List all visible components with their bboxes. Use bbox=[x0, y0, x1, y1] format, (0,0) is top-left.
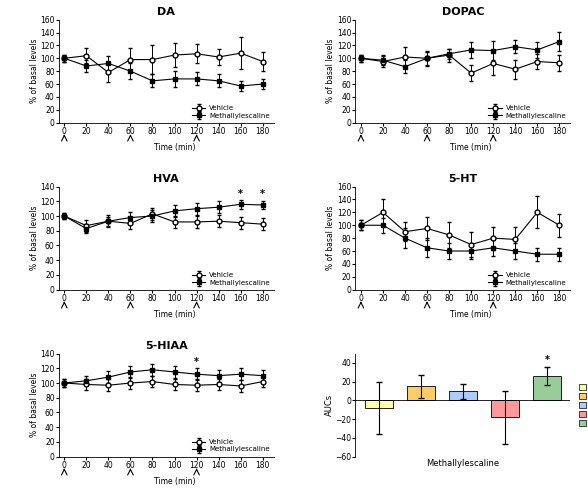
Text: Time (min): Time (min) bbox=[450, 143, 492, 152]
Title: HVA: HVA bbox=[153, 174, 179, 185]
Y-axis label: % of basal levels: % of basal levels bbox=[30, 39, 39, 104]
Y-axis label: % of basal levels: % of basal levels bbox=[326, 206, 335, 271]
Legend: Vehicle, Methallylescaline: Vehicle, Methallylescaline bbox=[487, 272, 567, 286]
Bar bbox=[533, 376, 560, 401]
Text: Time (min): Time (min) bbox=[450, 310, 492, 319]
Bar bbox=[365, 401, 393, 408]
Legend: DA, DOPAC, HVA, 5-HT, 5-HIAA: DA, DOPAC, HVA, 5-HT, 5-HIAA bbox=[578, 383, 588, 427]
Legend: Vehicle, Methallylescaline: Vehicle, Methallylescaline bbox=[191, 105, 270, 119]
Y-axis label: AUCs: AUCs bbox=[325, 394, 334, 416]
Y-axis label: % of basal levels: % of basal levels bbox=[30, 206, 39, 271]
Legend: Vehicle, Methallylescaline: Vehicle, Methallylescaline bbox=[191, 272, 270, 286]
Text: *: * bbox=[544, 355, 549, 365]
Text: *: * bbox=[260, 190, 265, 199]
Y-axis label: % of basal levels: % of basal levels bbox=[326, 39, 335, 104]
Text: Time (min): Time (min) bbox=[154, 310, 195, 319]
Text: *: * bbox=[238, 189, 243, 199]
Text: *: * bbox=[194, 357, 199, 367]
Title: 5-HT: 5-HT bbox=[448, 174, 477, 185]
Title: DOPAC: DOPAC bbox=[442, 7, 484, 18]
Legend: Vehicle, Methallylescaline: Vehicle, Methallylescaline bbox=[191, 438, 270, 453]
Text: Time (min): Time (min) bbox=[154, 143, 195, 152]
Y-axis label: % of basal levels: % of basal levels bbox=[30, 373, 39, 437]
Legend: Vehicle, Methallylescaline: Vehicle, Methallylescaline bbox=[487, 105, 567, 119]
X-axis label: Methallylescaline: Methallylescaline bbox=[426, 460, 499, 468]
Text: Time (min): Time (min) bbox=[154, 477, 195, 486]
Bar bbox=[491, 401, 519, 417]
Bar bbox=[407, 386, 435, 401]
Bar bbox=[449, 391, 476, 401]
Title: DA: DA bbox=[158, 7, 175, 18]
Title: 5-HIAA: 5-HIAA bbox=[145, 341, 188, 352]
